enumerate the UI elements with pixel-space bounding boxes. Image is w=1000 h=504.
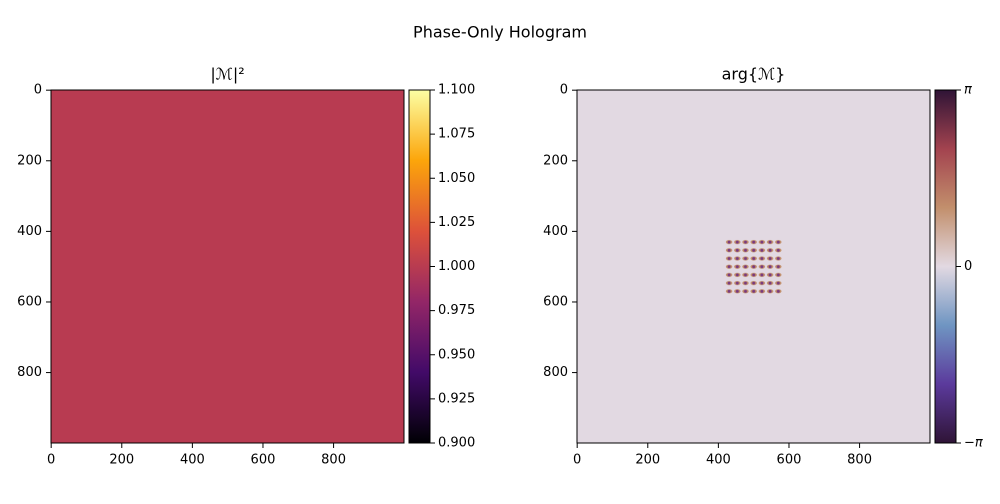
x-tick-label: 0 — [47, 453, 55, 468]
x-tick-label: 400 — [180, 453, 205, 468]
x-tick-label: 800 — [847, 453, 872, 468]
y-tick-label: 200 — [17, 153, 42, 168]
colorbar-tick-label: 1.075 — [438, 127, 475, 142]
y-tick-label: 400 — [17, 224, 42, 239]
colorbar-tick-label: 0.950 — [438, 347, 475, 362]
axes-title: arg{ℳ} — [722, 65, 786, 84]
axes-frame — [50, 89, 405, 444]
colorbar-tick-label: −π — [964, 436, 983, 451]
phase-pattern — [725, 238, 783, 296]
colorbar-tick-label: π — [964, 83, 972, 98]
axes-title: |ℳ|² — [210, 65, 244, 84]
y-tick-label: 200 — [543, 153, 568, 168]
y-tick-label: 600 — [17, 294, 42, 309]
x-tick-label: 600 — [777, 453, 802, 468]
y-tick-label: 800 — [543, 365, 568, 380]
colorbar-tick-label: 1.000 — [438, 259, 475, 274]
colorbar-tick-label: 0 — [964, 259, 972, 274]
axes-frame — [576, 89, 931, 444]
heatmap-image — [51, 90, 404, 443]
colorbar-tick-label: 1.100 — [438, 83, 475, 98]
colorbar-tick-label: 0.925 — [438, 391, 475, 406]
x-tick-label: 0 — [573, 453, 581, 468]
colorbar-tick-label: 1.025 — [438, 215, 475, 230]
y-tick-label: 600 — [543, 294, 568, 309]
x-tick-label: 200 — [109, 453, 134, 468]
x-tick-label: 400 — [706, 453, 731, 468]
y-tick-label: 0 — [560, 83, 568, 98]
x-tick-label: 800 — [321, 453, 346, 468]
x-tick-label: 600 — [251, 453, 276, 468]
x-tick-label: 200 — [635, 453, 660, 468]
y-tick-label: 800 — [17, 365, 42, 380]
colorbar — [408, 89, 431, 444]
colorbar-tick-label: 0.900 — [438, 436, 475, 451]
y-tick-label: 0 — [34, 83, 42, 98]
colorbar — [934, 89, 957, 444]
y-tick-label: 400 — [543, 224, 568, 239]
colorbar-tick-label: 1.050 — [438, 171, 475, 186]
colorbar-tick-label: 0.975 — [438, 303, 475, 318]
figure-title: Phase-Only Hologram — [413, 23, 587, 42]
